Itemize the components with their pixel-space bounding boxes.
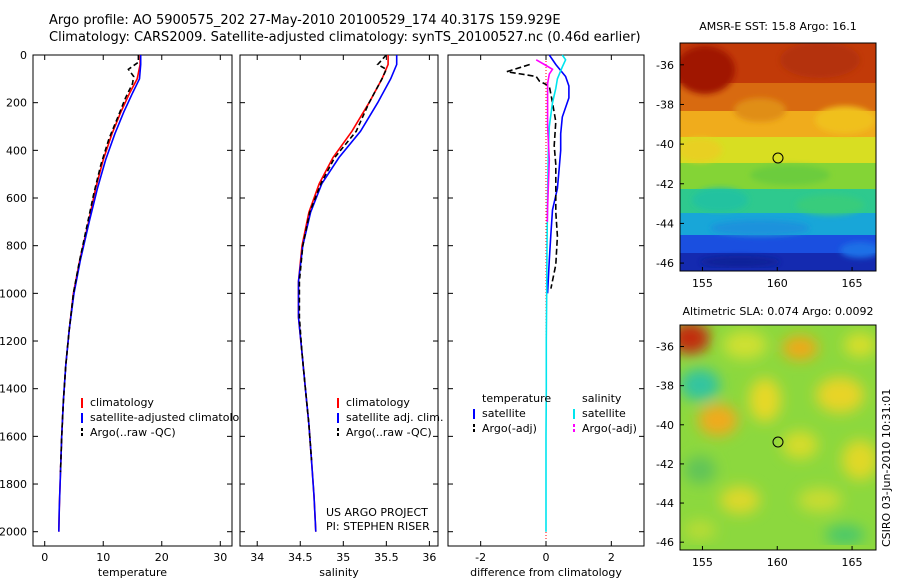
x-tick-label: 35.5: [374, 551, 399, 564]
y-tick-label: 1600: [0, 430, 27, 443]
map-y-tick-label: -38: [656, 98, 674, 111]
map-y-tick-label: -42: [656, 178, 674, 191]
map-x-tick-label: 155: [692, 277, 713, 290]
sst-axes: -36 -38 -40 -42 -44 -46 155 160 165: [656, 42, 877, 290]
legend-label: satellite-adjusted climatology: [90, 411, 253, 424]
project-credit: US ARGO PROJECT: [326, 506, 428, 519]
salinity-panel: 34 34.5 35 35.5 36 salinity climatology satelli…: [239, 54, 443, 579]
map-y-tick-label: -38: [656, 380, 674, 393]
map-y-tick-label: -36: [656, 59, 674, 72]
map-y-tick-label: -44: [656, 497, 674, 510]
y-tick-label: 1200: [0, 335, 27, 348]
x-tick-label: 30: [213, 551, 227, 564]
y-tick-label: 0: [20, 49, 27, 62]
x-tick-label: 0: [41, 551, 48, 564]
series-line: [59, 55, 140, 473]
x-tick-label: -2: [475, 551, 486, 564]
header-line-1: Argo profile: AO 5900575_202 27-May-2010…: [49, 13, 561, 28]
legend-label: climatology: [90, 396, 154, 409]
argo-location-marker: [772, 152, 784, 164]
series-line: [545, 54, 567, 532]
map-x-tick-label: 160: [767, 277, 788, 290]
y-tick-label: 1400: [0, 383, 27, 396]
map-y-tick-label: -46: [656, 257, 674, 270]
legend-label: Argo(..raw -QC): [346, 426, 432, 439]
y-tick-label: 1800: [0, 478, 27, 491]
map-x-tick-label: 165: [842, 556, 863, 569]
x-tick-label: 0: [543, 551, 550, 564]
legend-heading: salinity: [582, 392, 622, 405]
x-tick-label: 34: [250, 551, 264, 564]
x-tick-label: 35: [336, 551, 350, 564]
x-axis-label: salinity: [319, 566, 359, 579]
plot-frame: [32, 54, 233, 547]
map-y-tick-label: -42: [656, 458, 674, 471]
series-line: [298, 54, 388, 461]
x-tick-label: 2: [608, 551, 615, 564]
header-line-2: Climatology: CARS2009. Satellite-adjuste…: [49, 30, 641, 45]
pi-credit: PI: STEPHEN RISER: [326, 520, 430, 533]
legend-label: satellite adj. clim.: [346, 411, 443, 424]
map-x-tick-label: 160: [767, 556, 788, 569]
y-tick-label: 200: [6, 97, 27, 110]
sla-map: Altimetric SLA: 0.074 Argo: 0.0092: [656, 305, 877, 569]
x-axis-label: difference from climatology: [470, 566, 622, 579]
map-y-tick-label: -40: [656, 419, 674, 432]
x-tick-label: 36: [422, 551, 436, 564]
map-frame: [679, 42, 877, 272]
x-axis-label: temperature: [98, 566, 167, 579]
map-y-tick-label: -36: [656, 341, 674, 354]
sst-field: [680, 43, 876, 271]
x-tick-label: 10: [96, 551, 110, 564]
argo-location-marker: [772, 436, 784, 448]
series-line: [506, 63, 559, 289]
legend-label: Argo(-adj): [482, 422, 537, 435]
legend-label: satellite: [582, 407, 626, 420]
map-y-tick-label: -40: [656, 138, 674, 151]
difference-panel: -2 0 2 difference from climatology temperatu…: [447, 54, 645, 579]
map-x-tick-label: 165: [842, 277, 863, 290]
map-x-tick-label: 155: [692, 556, 713, 569]
sla-axes: -36 -38 -40 -42 -44 -46 155 160 165: [656, 324, 877, 569]
sst-map-title: AMSR-E SST: 15.8 Argo: 16.1: [699, 20, 857, 33]
series-line: [546, 54, 570, 294]
timestamp: CSIRO 03-Jun-2010 10:31:01: [880, 389, 893, 547]
y-tick-label: 800: [6, 240, 27, 253]
legend-heading: temperature: [482, 392, 551, 405]
y-tick-label: 2000: [0, 526, 27, 539]
map-frame: [679, 324, 877, 551]
legend-label: satellite: [482, 407, 526, 420]
plot-frame: [239, 54, 439, 547]
map-y-tick-label: -46: [656, 536, 674, 549]
y-tick-label: 600: [6, 192, 27, 205]
sst-map: AMSR-E SST: 15.8 Argo: 16.1: [656, 20, 877, 290]
legend-label: Argo(-adj): [582, 422, 637, 435]
x-tick-label: 34.5: [288, 551, 313, 564]
x-tick-label: 20: [155, 551, 169, 564]
sla-map-title: Altimetric SLA: 0.074 Argo: 0.0092: [682, 305, 873, 318]
series-line: [535, 59, 554, 222]
sla-field: [680, 325, 876, 550]
y-tick-label: 1000: [0, 287, 27, 300]
legend-label: Argo(..raw -QC): [90, 426, 176, 439]
map-y-tick-label: -44: [656, 217, 674, 230]
y-tick-label: 400: [6, 144, 27, 157]
legend-label: climatology: [346, 396, 410, 409]
temperature-panel: 0 200 400 600 800 1000 1200 1400 1600 1800 2000 0 10…: [0, 49, 253, 579]
